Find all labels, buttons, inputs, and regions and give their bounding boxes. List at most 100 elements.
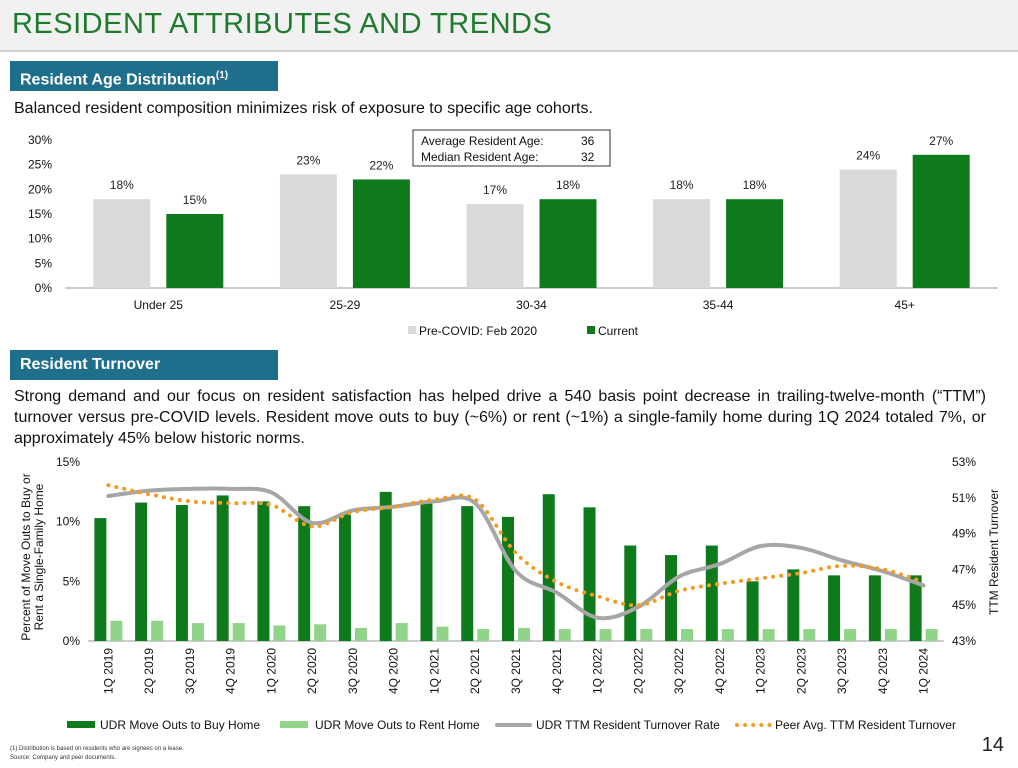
rent-home-bar: [844, 629, 857, 641]
median-age-label: Median Resident Age:: [421, 150, 538, 164]
turnover-category-label: 1Q 2023: [754, 648, 768, 694]
buy-home-bar: [461, 506, 474, 641]
age-bar-precovid: [93, 199, 151, 288]
legend-label-buy: UDR Move Outs to Buy Home: [100, 718, 260, 732]
buy-home-bar: [94, 518, 107, 641]
average-age-value: 36: [581, 134, 595, 148]
turnover-right-tick-label: 51%: [952, 491, 976, 505]
age-y-tick-label: 20%: [28, 182, 52, 196]
age-distribution-chart: 0% 5% 10% 15% 20% 25% 30% 18% 15% Under 25 23% 22% 2…: [28, 129, 998, 338]
buy-home-bar: [705, 545, 718, 641]
turnover-category-label: 1Q 2024: [917, 648, 931, 694]
turnover-category-label: 4Q 2023: [876, 648, 890, 694]
rent-home-bar: [436, 626, 449, 641]
turnover-category-label: 3Q 2022: [672, 648, 686, 694]
turnover-right-axis-title: TTM Resident Turnover: [987, 489, 1001, 615]
turnover-category-label: 2Q 2020: [305, 648, 319, 694]
footnote-source: Source: Company and peer documents.: [10, 755, 117, 761]
turnover-right-tick-label: 49%: [952, 527, 976, 541]
title-bar: RESIDENT ATTRIBUTES AND TRENDS: [0, 0, 1018, 52]
buy-home-bar: [175, 504, 188, 641]
buy-home-bar: [828, 575, 841, 641]
page-number: 14: [981, 734, 1004, 756]
age-section-tab: Resident Age Distribution(1): [10, 61, 278, 91]
turnover-category-label: 3Q 2020: [346, 648, 360, 694]
age-data-label-precovid: 17%: [483, 183, 507, 197]
legend-label-udr-line: UDR TTM Resident Turnover Rate: [536, 718, 720, 732]
buy-home-bar: [583, 507, 596, 641]
turnover-category-label: 1Q 2022: [591, 648, 605, 694]
age-data-label-current: 18%: [556, 178, 580, 192]
age-data-label-current: 27%: [929, 134, 953, 148]
turnover-left-tick-label: 0%: [63, 634, 81, 648]
turnover-right-tick-label: 53%: [952, 455, 976, 469]
age-bar-current: [166, 214, 224, 288]
buy-home-bar: [420, 501, 433, 641]
age-section-tab-label: Resident Age Distribution: [20, 71, 216, 89]
age-bar-current: [726, 199, 784, 288]
age-bar-precovid: [466, 204, 524, 288]
buy-home-bar: [379, 491, 392, 641]
turnover-category-label: 4Q 2019: [224, 648, 238, 694]
buy-home-bar: [868, 575, 881, 641]
age-category-label: Under 25: [134, 298, 184, 312]
footnote-1: (1) Distribution is based on residents w…: [10, 746, 184, 752]
median-age-value: 32: [581, 150, 595, 164]
legend-label-rent: UDR Move Outs to Rent Home: [315, 718, 480, 732]
buy-home-bar: [665, 555, 678, 641]
turnover-left-axis-title: Percent of Move Outs to Buy orRent a Sin…: [19, 473, 46, 640]
legend-label-precovid: Pre-COVID: Feb 2020: [419, 324, 537, 338]
buy-home-bar: [909, 575, 922, 641]
turnover-left-tick-label: 10%: [56, 515, 80, 529]
buy-home-bar: [257, 501, 270, 641]
left-axis-title-line-2: Rent a Single-Family Home: [32, 483, 46, 630]
age-y-tick-label: 25%: [28, 158, 52, 172]
age-data-label-precovid: 18%: [110, 178, 134, 192]
age-bar-precovid: [653, 199, 711, 288]
age-category-label: 35-44: [703, 298, 734, 312]
turnover-category-label: 4Q 2021: [550, 648, 564, 694]
age-y-tick-label: 30%: [28, 133, 52, 147]
rent-home-bar: [354, 627, 367, 641]
age-data-label-current: 15%: [183, 193, 207, 207]
rent-home-bar: [151, 620, 164, 641]
turnover-category-label: 2Q 2019: [142, 648, 156, 694]
turnover-category-label: 1Q 2021: [427, 648, 441, 694]
turnover-category-label: 1Q 2020: [264, 648, 278, 694]
rent-home-bar: [599, 629, 612, 641]
turnover-right-tick-label: 47%: [952, 562, 976, 576]
age-y-tick-label: 0%: [35, 281, 53, 295]
age-data-label-precovid: 18%: [670, 178, 694, 192]
age-data-label-current: 22%: [369, 158, 393, 172]
buy-home-bar: [502, 516, 514, 641]
turnover-category-label: 2Q 2023: [794, 648, 808, 694]
turnover-left-tick-label: 15%: [56, 455, 80, 469]
legend-label-peer-line: Peer Avg. TTM Resident Turnover: [775, 718, 956, 732]
peer-ttm-turnover-line: [106, 483, 926, 608]
age-bar-current: [912, 154, 970, 288]
age-bar-current: [352, 179, 410, 288]
turnover-category-label: 4Q 2020: [387, 648, 401, 694]
buy-home-bar: [338, 513, 351, 641]
legend-label-current: Current: [598, 324, 639, 338]
udr-ttm-turnover-line: [106, 486, 926, 621]
rent-home-bar: [884, 629, 897, 641]
turnover-category-label: 2Q 2022: [631, 648, 645, 694]
left-axis-title-line-1: Percent of Move Outs to Buy or: [19, 473, 33, 640]
age-category-label: 30-34: [516, 298, 547, 312]
age-y-tick-label: 10%: [28, 232, 52, 246]
age-category-label: 45+: [895, 298, 915, 312]
rent-home-bar: [721, 629, 734, 641]
buy-home-bar: [787, 569, 800, 641]
buy-home-bar: [746, 581, 759, 641]
buy-home-bar: [624, 545, 637, 641]
rent-home-bar: [191, 623, 204, 641]
rent-home-bar: [314, 624, 327, 641]
rent-home-bar: [232, 623, 245, 641]
legend-swatch-current: [587, 326, 595, 334]
resident-age-stats-box: [412, 129, 611, 167]
rent-home-bar: [518, 627, 530, 641]
turnover-category-label: 3Q 2021: [509, 648, 523, 694]
rent-home-bar: [395, 623, 408, 641]
age-description: Balanced resident composition minimizes …: [14, 100, 593, 117]
